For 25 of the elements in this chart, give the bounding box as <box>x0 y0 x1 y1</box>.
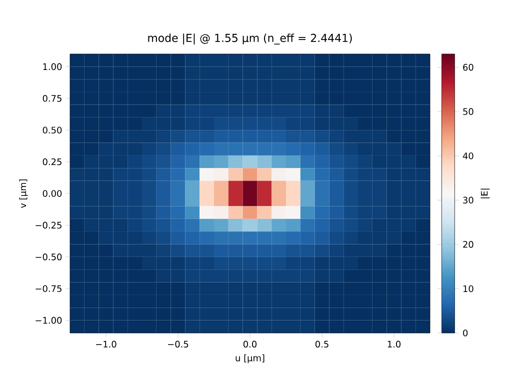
color-bar-label: 0 <box>463 330 468 336</box>
y-tick-label: −1.00 <box>36 316 62 324</box>
x-axis-title: u [µm] <box>236 354 264 364</box>
x-tick-label: 0.5 <box>315 340 328 348</box>
color-bar-label: 10 <box>463 285 474 292</box>
x-tick-label: −0.5 <box>168 340 188 348</box>
color-bar-label: 20 <box>463 241 474 248</box>
y-tick-label: −0.25 <box>36 222 62 229</box>
y-tick-label: 0.25 <box>42 158 62 166</box>
x-tick-label: 0.0 <box>243 340 257 348</box>
y-tick-label: 0.75 <box>42 94 62 102</box>
x-tick-label: −1.0 <box>96 340 116 348</box>
y-tick-label: −0.75 <box>36 285 62 292</box>
chart-title: mode |E| @ 1.55 µm (n_eff = 2.4441) <box>148 34 352 44</box>
color-bar-label: 30 <box>463 196 474 204</box>
y-tick-label: 1.00 <box>43 63 62 70</box>
y-tick-label: 0.00 <box>42 190 62 197</box>
x-tick-label: 1.0 <box>388 340 401 348</box>
y-tick-label: −0.50 <box>36 254 62 260</box>
color-bar-title: |E| <box>480 188 490 198</box>
color-bar-label: 50 <box>463 108 474 115</box>
y-axis-title: v [µm] <box>19 179 28 208</box>
y-tick-label: 0.50 <box>42 126 62 134</box>
color-bar-label: 40 <box>462 152 474 160</box>
color-bar-label: 60 <box>463 64 474 71</box>
